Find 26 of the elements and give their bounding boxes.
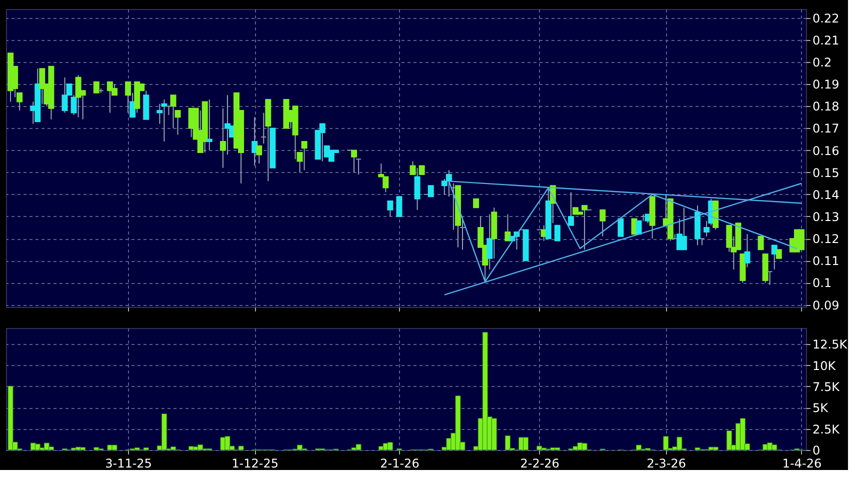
y-tick-label: 0.12 [812,232,840,246]
y-tick-label: 0.22 [812,11,840,26]
y-tick-label: 10K [812,358,837,373]
x-tick-label: 3-11-25 [105,456,152,470]
y-tick-label: 0.15 [812,166,840,180]
x-tick-label: 2-3-26 [646,456,686,470]
y-tick-label: 0.17 [812,122,840,136]
y-tick-label: 0.18 [812,100,840,114]
y-tick-label: 0.1 [812,276,832,290]
y-tick-label: 0.16 [812,144,840,158]
y-tick-label: 0.09 [812,298,840,312]
y-tick-label: 12.5K [812,338,848,352]
x-tick-label: 1-4-26 [782,456,822,470]
y-tick-label: 5K [812,401,830,416]
y-tick-label: 0 [812,444,820,458]
y-tick-label: 0.13 [812,210,840,224]
x-tick-label: 2-2-26 [520,456,560,470]
y-tick-label: 0.14 [812,188,840,202]
y-tick-label: 0.21 [812,33,840,48]
y-tick-label: 7.5K [812,380,841,394]
y-tick-label: 0.2 [812,55,832,70]
x-tick-label: 2-1-26 [380,456,420,470]
y-tick-label: 0.19 [812,78,840,92]
x-tick-label: 1-12-25 [232,456,279,470]
y-tick-label: 2.5K [812,422,841,436]
y-tick-label: 0.11 [812,254,840,268]
